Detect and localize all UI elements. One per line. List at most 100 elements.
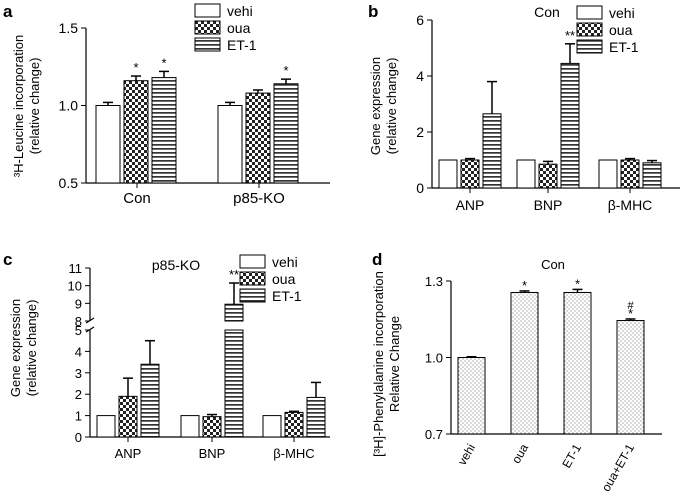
bar: [460, 159, 480, 189]
bar: [560, 62, 580, 189]
y-tick-label: 4: [416, 68, 424, 84]
chart-title: Con: [534, 4, 560, 20]
x-tick-label: oua: [509, 441, 531, 466]
bar: [438, 159, 458, 189]
significance-mark: *: [575, 276, 580, 291]
significance-mark: *: [522, 278, 527, 293]
x-tick-label: p85-KO: [233, 190, 285, 207]
x-tick-label: BNP: [199, 446, 226, 461]
bar: [598, 159, 618, 189]
legend-label: oua: [227, 20, 251, 36]
legend-swatch: [576, 5, 603, 20]
panel-c-chart: c 0 1 2 3 4 58 9 10 11 Gene expression (relative ch…: [3, 250, 330, 461]
bar: [616, 320, 645, 435]
y-tick-label: 2: [75, 387, 82, 402]
chart-title: p85-KO: [152, 257, 200, 273]
y-tick-label: 1.0: [59, 98, 79, 114]
y-tick-label: 9: [75, 296, 82, 311]
y-axis-label: (relative change): [24, 300, 39, 397]
x-tick-label: Con: [123, 190, 151, 207]
significance-mark: *: [133, 60, 138, 75]
bar: [516, 159, 536, 189]
x-tick-label: β-MHC: [273, 446, 314, 461]
panel-b-chart: b 0 2 4 6 Gene expression (relative change) ** A…: [368, 2, 680, 213]
legend-label: vehi: [227, 3, 253, 19]
y-tick-label: 10: [68, 279, 82, 294]
y-tick-label: 1.5: [59, 20, 79, 36]
legend-label: vehi: [272, 254, 298, 270]
significance-mark: **: [229, 267, 239, 282]
bar: [482, 113, 502, 189]
legend-label: vehi: [609, 5, 635, 21]
bar: [180, 415, 200, 438]
y-tick-label: 4: [75, 344, 82, 359]
y-tick-label: 0: [75, 430, 82, 445]
legend-swatch: [239, 288, 266, 303]
y-tick-label: 8: [75, 314, 82, 329]
y-tick-label: 2: [416, 124, 424, 140]
bar: [96, 415, 116, 438]
bar: [217, 105, 243, 184]
significance-mark: *: [161, 55, 166, 70]
x-tick-label: vehi: [455, 442, 478, 468]
panel-d-chart: d 0.7 1.0 1.3 [³H]-Phenylalanine incorporati…: [371, 250, 662, 494]
bar: [284, 411, 304, 438]
significance-mark: #: [627, 300, 634, 312]
x-tick-label: ET-1: [559, 441, 584, 470]
bar: [620, 159, 640, 189]
bar: [202, 416, 222, 438]
x-tick-label: BNP: [534, 197, 563, 213]
y-tick-label: 3: [75, 366, 82, 381]
y-tick-label: 11: [69, 261, 83, 276]
legend-swatch: [194, 3, 221, 18]
y-tick-label: 0.5: [59, 175, 79, 191]
legend-swatch: [194, 20, 221, 35]
y-axis-label: Relative Change: [387, 316, 402, 412]
legend-label: ET-1: [272, 288, 302, 304]
panel-letter: b: [368, 2, 378, 21]
y-tick-label: 1.3: [425, 274, 443, 289]
legend-swatch: [576, 22, 603, 37]
significance-mark: *: [283, 63, 288, 78]
y-axis-label: (relative change): [27, 58, 42, 155]
bar: [642, 162, 662, 189]
chart-title: Con: [541, 257, 565, 272]
bar: [245, 92, 271, 184]
y-tick-label: 5: [75, 323, 82, 338]
bar: [273, 83, 299, 184]
panel-letter: c: [3, 250, 12, 269]
y-axis-label: ³H-Leucine incorporation: [11, 35, 26, 177]
bar: [123, 80, 149, 184]
significance-mark: **: [565, 28, 575, 43]
bar: [457, 357, 486, 435]
bar: [510, 291, 539, 435]
legend-swatch: [576, 39, 603, 54]
x-tick-label: ANP: [115, 446, 142, 461]
legend-label: ET-1: [227, 37, 257, 53]
panel-letter: d: [372, 250, 382, 269]
bar: [140, 363, 160, 438]
bar: [224, 329, 244, 438]
x-tick-label: β-MHC: [608, 197, 653, 213]
y-axis-label: [³H]-Phenylalanine incorporation: [371, 271, 386, 457]
legend-swatch: [239, 254, 266, 269]
legend-swatch: [239, 271, 266, 286]
bar: [306, 396, 326, 438]
bar: [224, 303, 244, 322]
significance-mark: *: [628, 306, 633, 321]
y-axis-label: Gene expression: [368, 57, 383, 155]
bar: [563, 291, 592, 435]
y-tick-label: 0.7: [425, 427, 443, 442]
panel-letter: a: [3, 2, 13, 21]
y-axis-label: Gene expression: [8, 299, 23, 397]
legend-label: oua: [609, 22, 633, 38]
y-tick-label: 1.0: [425, 351, 443, 366]
y-tick-label: 6: [416, 12, 424, 28]
bar: [262, 415, 282, 438]
bar: [95, 105, 121, 184]
legend-label: oua: [272, 271, 296, 287]
y-tick-label: 1: [75, 409, 82, 424]
legend-swatch: [194, 37, 221, 52]
y-axis-label: (relative change): [384, 58, 399, 155]
